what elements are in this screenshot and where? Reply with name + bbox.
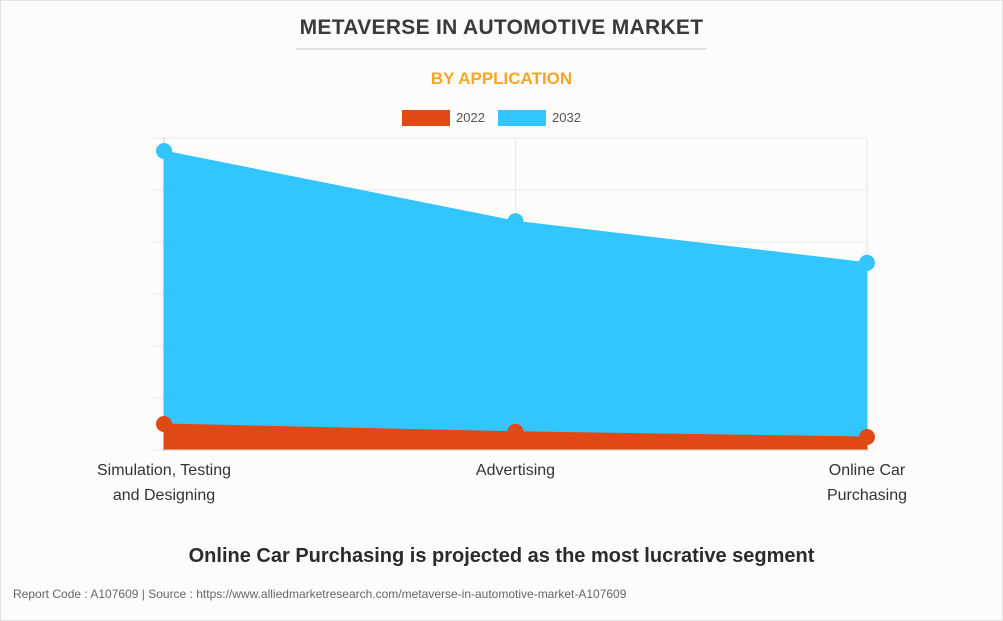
chart-subtitle: BY APPLICATION xyxy=(430,69,573,88)
x-tick-label: Online Car Purchasing xyxy=(826,462,908,504)
legend-label-2022: 2022 xyxy=(456,110,485,125)
source-footer: Report Code : A107609 | Source : https:/… xyxy=(13,587,627,601)
chart-title: METAVERSE IN AUTOMOTIVE MARKET xyxy=(299,16,704,39)
data-point-2022-1 xyxy=(507,423,524,440)
x-tick-label: Simulation, Testing and Designing xyxy=(97,462,231,504)
chart-headline: Online Car Purchasing is projected as th… xyxy=(188,545,815,567)
title-divider xyxy=(296,48,707,50)
data-point-2022-0 xyxy=(156,416,172,432)
data-point-2032-1 xyxy=(507,213,524,230)
data-point-2022-2 xyxy=(859,429,875,445)
data-point-2032-0 xyxy=(156,143,172,159)
x-tick-label: Advertising xyxy=(475,462,556,479)
legend-swatch-2032 xyxy=(498,110,546,126)
data-point-2032-2 xyxy=(859,254,875,271)
legend-label-2032: 2032 xyxy=(552,110,581,125)
legend-swatch-2022 xyxy=(402,110,450,126)
